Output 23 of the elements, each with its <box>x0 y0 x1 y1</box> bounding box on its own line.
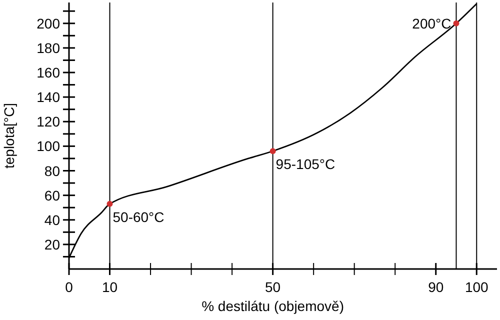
x-tick-label: 90 <box>428 279 444 295</box>
point <box>270 148 276 154</box>
annotation: 200°C <box>412 15 452 32</box>
y-tick-label: 120 <box>36 114 60 130</box>
y-tick-label: 80 <box>44 162 60 179</box>
x-tick-label: 50 <box>265 279 281 295</box>
annotation: 50-60°C <box>112 208 164 225</box>
y-tick-label: 180 <box>36 40 60 56</box>
y-tick-label: 200 <box>36 15 60 32</box>
y-tick-label: 140 <box>36 89 60 106</box>
y-tick-label: 20 <box>44 236 60 252</box>
y-tick-label: 40 <box>44 212 60 228</box>
x-tick-label: 10 <box>102 279 118 295</box>
x-tick-label: 100 <box>464 279 489 295</box>
y-axis-title: teplota[°C] <box>1 102 17 169</box>
y-tick-label: 60 <box>44 187 60 204</box>
x-tick-label: 0 <box>65 279 74 295</box>
point <box>453 20 460 26</box>
point <box>106 200 113 207</box>
y-tick-label: 100 <box>36 138 60 154</box>
x-axis-title: % destilátu (objemově) <box>202 298 344 314</box>
y-tick-label: 160 <box>36 64 60 80</box>
annotation: 95-105°C <box>276 156 336 172</box>
